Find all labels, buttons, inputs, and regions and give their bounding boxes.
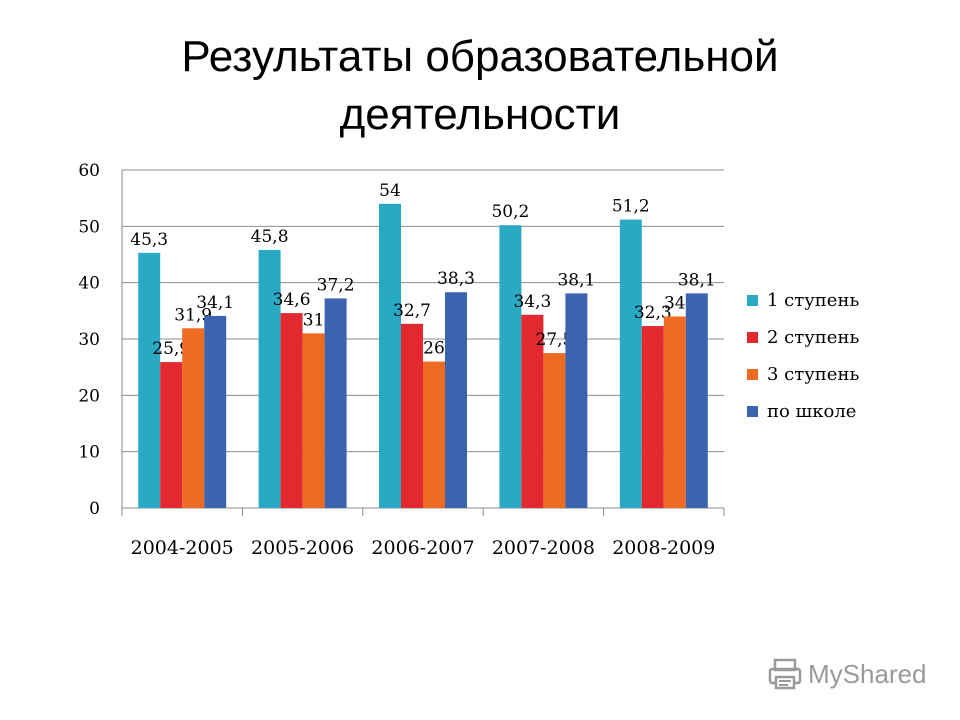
bar xyxy=(379,203,401,509)
data-label: 45,3 xyxy=(130,230,168,250)
slide-title-line-1: Результаты образовательной xyxy=(181,32,779,81)
bar xyxy=(499,225,522,508)
data-label: 50,2 xyxy=(491,202,529,222)
legend-swatch xyxy=(747,369,758,380)
bar xyxy=(302,333,325,508)
watermark: MyShared xyxy=(768,656,927,692)
data-label: 31,9 xyxy=(174,305,212,325)
y-tick-label: 60 xyxy=(78,161,100,181)
bar xyxy=(280,313,303,508)
watermark-text: MyShared xyxy=(808,658,927,689)
legend-label: по школе xyxy=(767,401,856,422)
y-tick-label: 50 xyxy=(78,217,100,237)
data-label: 38,1 xyxy=(678,270,716,290)
y-tick-label: 0 xyxy=(89,499,100,519)
data-label: 34 xyxy=(664,293,686,313)
bar xyxy=(182,328,205,508)
legend-label: 1 ступень xyxy=(767,290,859,311)
slide-title: Результаты образовательной деятельности xyxy=(0,28,960,144)
bar xyxy=(521,314,544,508)
y-tick-label: 10 xyxy=(78,443,100,463)
bar xyxy=(138,252,161,508)
data-label: 32,7 xyxy=(393,301,431,321)
printer-logo-icon xyxy=(768,658,802,690)
bar xyxy=(641,326,664,508)
data-label: 27,5 xyxy=(535,330,573,350)
data-label: 25,9 xyxy=(152,339,190,359)
data-label: 32,3 xyxy=(634,303,672,323)
y-tick-label: 30 xyxy=(78,330,100,350)
bar xyxy=(685,293,708,508)
legend-label: 2 ступень xyxy=(767,327,859,348)
bar xyxy=(663,316,686,508)
y-tick-label: 20 xyxy=(78,386,100,406)
data-label: 34,1 xyxy=(196,293,234,313)
bar xyxy=(204,315,227,508)
category-label: 2006-2007 xyxy=(371,537,474,559)
data-label: 34,6 xyxy=(273,290,311,310)
bar xyxy=(543,353,566,508)
bar xyxy=(565,293,588,508)
category-label: 2004-2005 xyxy=(131,537,234,559)
data-label: 51,2 xyxy=(612,197,650,217)
bar xyxy=(401,323,423,508)
bar xyxy=(619,219,642,508)
bar xyxy=(258,249,281,508)
bar xyxy=(160,362,183,508)
data-label: 38,3 xyxy=(437,269,475,289)
category-label: 2005-2006 xyxy=(251,537,354,559)
data-label: 37,2 xyxy=(317,275,355,295)
category-label: 2007-2008 xyxy=(492,537,595,559)
slide-title-line-2: деятельности xyxy=(339,90,621,139)
data-label: 45,8 xyxy=(251,227,289,247)
category-label: 2008-2009 xyxy=(612,537,715,559)
data-label: 38,1 xyxy=(557,270,595,290)
legend-label: 3 ступень xyxy=(767,364,859,385)
legend-swatch xyxy=(747,406,758,417)
legend-swatch xyxy=(747,332,758,343)
bar xyxy=(324,298,347,508)
legend-swatch xyxy=(747,295,758,306)
data-label: 54 xyxy=(379,181,401,201)
bar xyxy=(445,292,467,508)
bar xyxy=(423,361,445,508)
data-label: 31 xyxy=(303,310,325,330)
y-tick-label: 40 xyxy=(78,274,100,294)
data-label: 34,3 xyxy=(513,292,551,312)
data-label: 26 xyxy=(423,339,445,359)
